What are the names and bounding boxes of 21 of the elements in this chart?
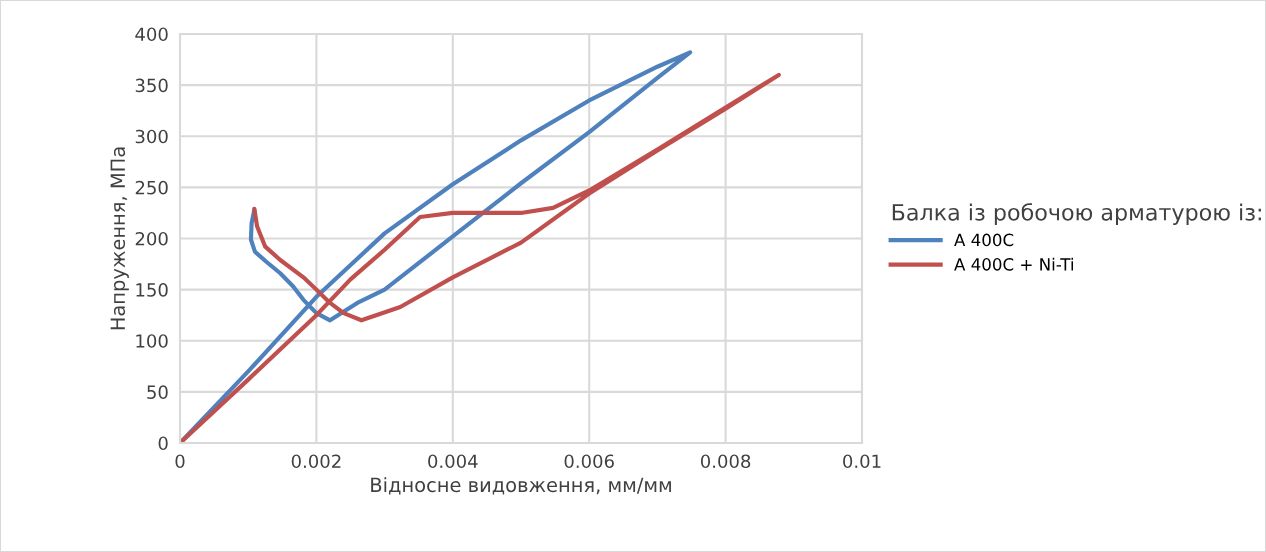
y-tick-label: 100	[136, 334, 168, 348]
x-tick-label: 0	[175, 454, 185, 469]
legend-title: Балка із робочою арматурою із:	[892, 203, 1261, 225]
y-tick-label: 350	[135, 78, 168, 93]
x-tick-label: 0.004	[428, 454, 478, 469]
line-series	[180, 72, 781, 443]
y-tick-label: 50	[147, 385, 168, 399]
x-tick-label: 0.008	[700, 454, 751, 469]
x-tick-label: 0.006	[564, 454, 614, 469]
y-axis-title: Напруження, МПа	[110, 147, 129, 330]
y-tick-label: 200	[135, 231, 168, 246]
legend-label: A 400C	[954, 233, 1014, 247]
y-tick-label: 300	[135, 129, 168, 144]
y-tick-label: 400	[135, 27, 168, 42]
x-tick-label: 0.01	[843, 454, 881, 469]
y-tick-label: 0	[158, 436, 168, 451]
x-tick-label: 0.002	[291, 454, 341, 469]
y-tick-label: 150	[136, 283, 168, 297]
x-axis-title: Відносне видовження, мм/мм	[371, 477, 671, 495]
legend-label: A 400C + Ni-Ti	[954, 257, 1073, 271]
y-tick-label: 250	[135, 180, 168, 195]
